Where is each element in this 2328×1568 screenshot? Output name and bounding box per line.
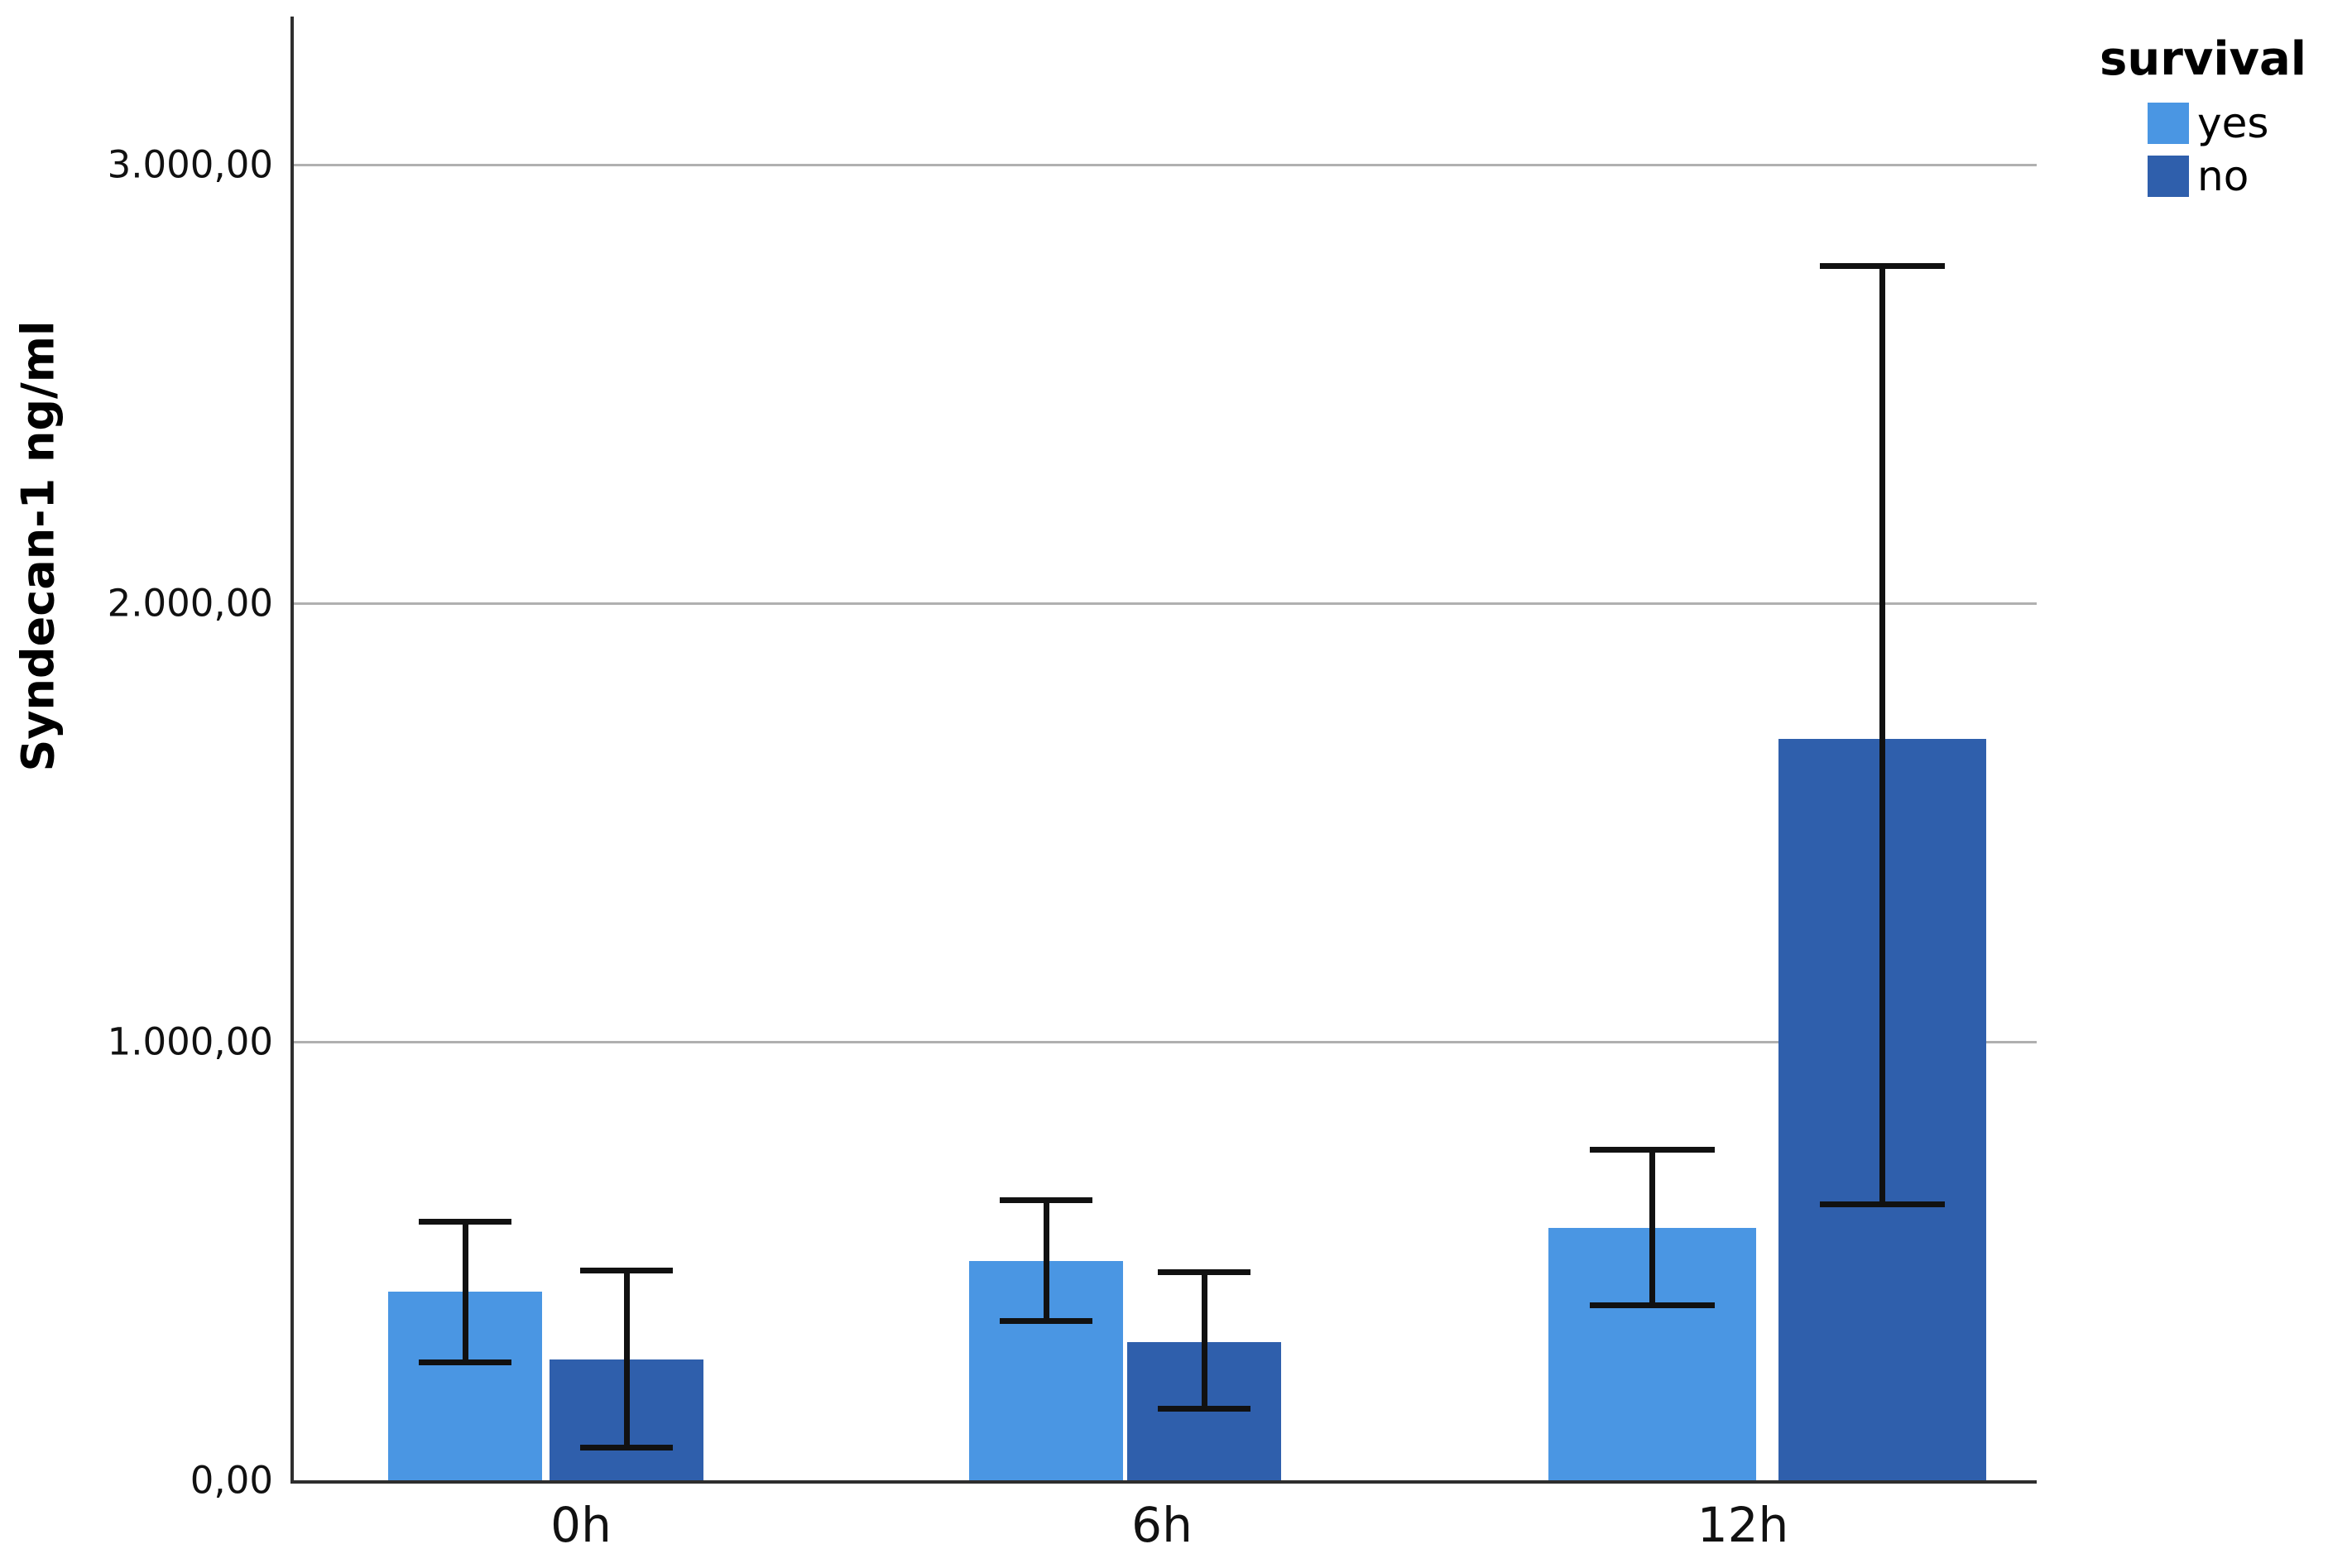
error-bar-no-6h-line (1201, 1272, 1207, 1408)
legend-swatch-yes (2148, 103, 2189, 144)
error-bar-yes-6h-cap-bottom (1000, 1317, 1092, 1324)
legend-item-no: no (2100, 156, 2306, 197)
error-bar-no-12h-cap-top (1820, 262, 1945, 269)
gridline-1000 (294, 1041, 2037, 1043)
y-tick-label-3000: 3.000,00 (107, 142, 273, 187)
legend-title: survival (2100, 32, 2307, 86)
error-bar-yes-0h-cap-top (419, 1219, 511, 1225)
y-tick-label-2000: 2.000,00 (107, 581, 273, 626)
legend: survival yes no (2100, 35, 2306, 209)
error-bar-yes-12h-cap-top (1590, 1146, 1715, 1153)
error-bar-no-12h-line (1879, 265, 1885, 1205)
x-tick-label-0h: 0h (550, 1497, 612, 1553)
legend-item-yes: yes (2100, 103, 2306, 144)
error-bar-yes-0h-line (462, 1221, 468, 1362)
error-bar-yes-12h-line (1649, 1148, 1655, 1305)
error-bar-yes-0h-cap-bottom (419, 1359, 511, 1365)
gridline-3000 (294, 164, 2037, 166)
y-tick-label-1000: 1.000,00 (107, 1019, 273, 1064)
x-tick-label-12h: 12h (1697, 1497, 1789, 1553)
y-axis-title: Syndecan-1 ng/ml (12, 320, 65, 772)
y-tick-label-0: 0,00 (190, 1458, 273, 1503)
gridline-2000 (294, 602, 2037, 605)
error-bar-yes-6h-line (1043, 1199, 1049, 1321)
legend-swatch-no (2148, 156, 2189, 197)
error-bar-no-0h-line (623, 1269, 630, 1448)
error-bar-no-0h-cap-bottom (580, 1445, 673, 1451)
x-tick-label-6h: 6h (1131, 1497, 1193, 1553)
legend-label-yes: yes (2197, 99, 2269, 147)
legend-label-no: no (2197, 152, 2249, 200)
error-bar-no-12h-cap-bottom (1820, 1201, 1945, 1208)
error-bar-no-0h-cap-top (580, 1267, 673, 1273)
error-bar-no-6h-cap-bottom (1158, 1405, 1250, 1412)
error-bar-no-6h-cap-top (1158, 1269, 1250, 1276)
error-bar-yes-6h-cap-top (1000, 1196, 1092, 1203)
error-bar-yes-12h-cap-bottom (1590, 1302, 1715, 1308)
plot-area (290, 17, 2037, 1484)
